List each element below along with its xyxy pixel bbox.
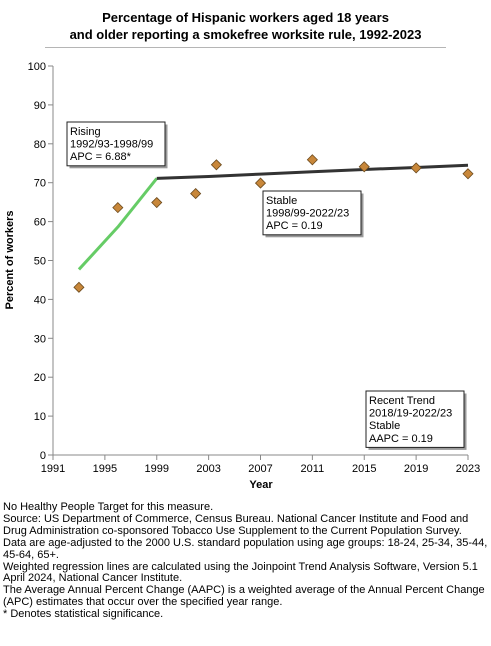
x-tick-label: 2011 [301, 463, 325, 475]
y-tick-label: 80 [34, 139, 46, 151]
chart-title-line-1: Percentage of Hispanic workers aged 18 y… [102, 10, 389, 25]
y-tick-label: 100 [28, 61, 46, 73]
annotation-text: AAPC = 0.19 [369, 433, 433, 445]
annotation-box [365, 390, 465, 448]
data-points [73, 154, 474, 293]
x-tick-label: 2003 [196, 463, 220, 475]
trend-line-2 [156, 163, 469, 180]
footnotes: No Healthy People Target for this measur… [3, 501, 489, 621]
annotation-text: 1998/99-2022/23 [266, 208, 349, 220]
footnote-significance: * Denotes statistical significance. [3, 608, 164, 621]
y-tick-label: 20 [34, 372, 46, 384]
x-tick-label: 2023 [456, 463, 480, 475]
annotation-text: Rising [70, 126, 101, 138]
annotation-text: Stable [369, 420, 400, 432]
annotation-text: Stable [266, 195, 297, 207]
chart-title: Percentage of Hispanic workers aged 18 y… [0, 9, 491, 43]
x-tick-label: 2015 [352, 463, 376, 475]
annotation-text: 1992/93-1998/99 [70, 139, 153, 151]
data-point [151, 196, 163, 209]
x-tick-label: 1995 [93, 463, 117, 475]
y-tick-label: 0 [40, 450, 46, 462]
footnote-target: No Healthy People Target for this measur… [3, 501, 214, 513]
annotation-text: 2018/19-2022/23 [369, 408, 452, 420]
y-tick-label: 90 [34, 100, 46, 112]
chart-svg: 0 10 20 30 40 50 60 70 80 90 100 1991 1995 1999 2003 20… [4, 61, 481, 491]
footnote-aapc: The Average Annual Percent Change (AAPC)… [3, 584, 485, 609]
y-tick-label: 10 [34, 411, 46, 423]
title-divider [45, 47, 446, 48]
data-point [306, 154, 318, 166]
x-tick-label: 2019 [404, 463, 428, 475]
y-tick-label: 70 [34, 178, 46, 190]
data-point [210, 159, 222, 171]
x-tick-label: 2007 [248, 463, 272, 475]
annotation-text: APC = 6.88* [70, 151, 132, 163]
footnote-age-adjusted: Data are age-adjusted to the 2000 U.S. s… [3, 536, 488, 561]
x-axis-label: Year [249, 479, 273, 491]
x-tick-label: 1991 [41, 463, 65, 475]
tick-marks: 0 10 20 30 40 50 60 70 80 90 100 1991 1995 1999 2003 20… [28, 61, 481, 475]
y-axis-label: Percent of workers [4, 210, 16, 309]
y-tick-label: 60 [34, 217, 46, 229]
footnote-regression: Weighted regression lines are calculated… [3, 560, 478, 585]
annotation-text: APC = 0.19 [266, 220, 323, 232]
data-point [254, 177, 267, 189]
x-tick-label: 1999 [145, 463, 169, 475]
annotation-text: Recent Trend [369, 395, 435, 407]
y-tick-label: 40 [34, 294, 46, 306]
annotation-box [66, 121, 166, 167]
footnote-source: Source: US Department of Commerce, Censu… [3, 512, 469, 537]
trend-line-1 [77, 177, 158, 271]
annotation-box [262, 190, 362, 236]
data-point [462, 168, 474, 180]
y-tick-label: 30 [34, 333, 46, 345]
data-point [112, 202, 124, 214]
data-point [73, 281, 85, 293]
data-point [410, 162, 422, 174]
data-point [190, 188, 202, 200]
chart-title-line-2: and older reporting a smokefree worksite… [69, 27, 422, 42]
data-point [358, 161, 370, 173]
y-tick-label: 50 [34, 256, 46, 268]
